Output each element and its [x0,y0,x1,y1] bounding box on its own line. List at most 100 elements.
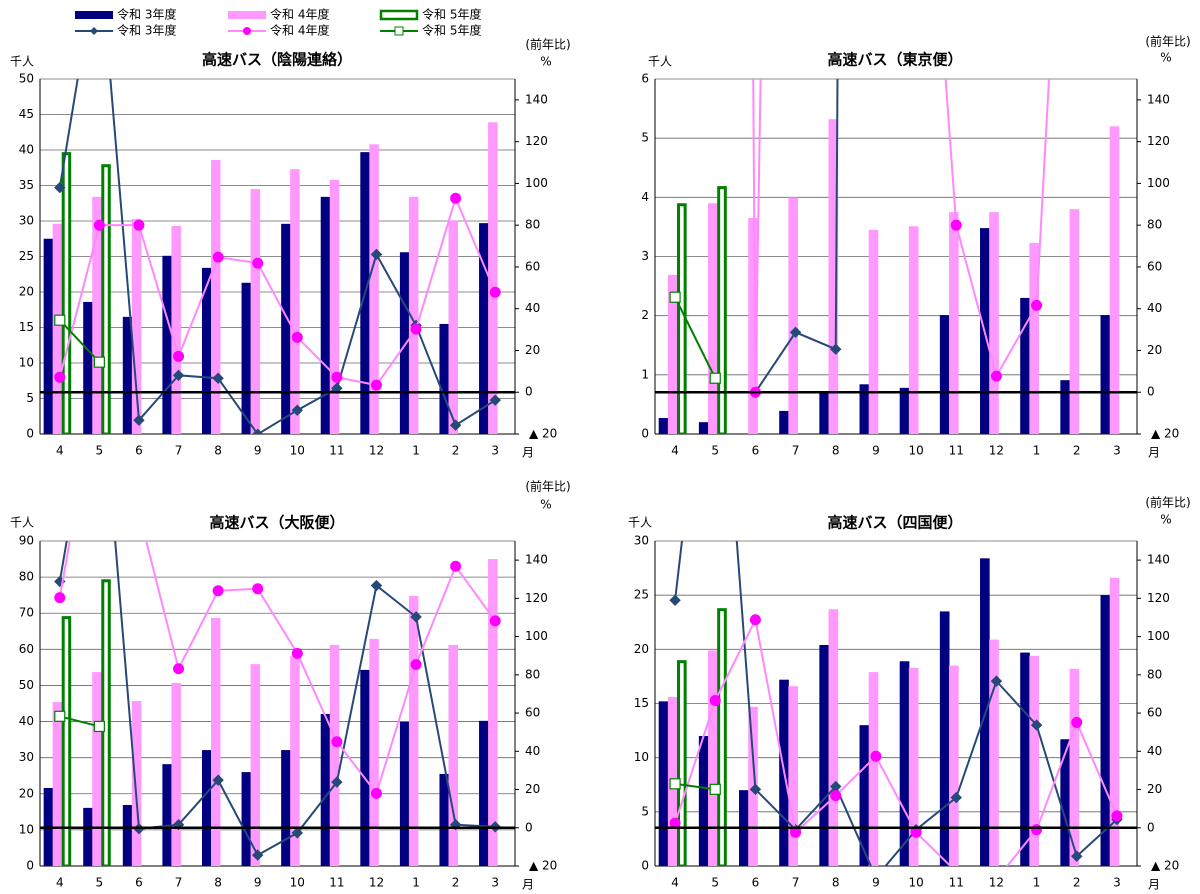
y2-tick-label: 100 [1147,176,1170,190]
x-tick-label: 3 [491,444,499,458]
bar [859,725,870,866]
legend-label: 令和 3年度 [117,23,176,38]
y2-tick-label: 120 [525,591,548,605]
y-axis-label: 千人 [10,516,34,530]
y2-tick-label: 20 [1147,343,1162,357]
bar [479,223,489,434]
legend-marker [90,27,98,35]
x-tick-label: 7 [175,444,183,458]
line-marker [789,326,802,339]
x-tick-label: 2 [1073,876,1081,890]
x-tick-label: 10 [290,876,305,890]
x-tick-label: 6 [752,444,760,458]
line-marker [173,663,185,675]
bar [329,179,340,434]
bar [171,682,181,866]
y2-tick-label: 20 [1147,782,1162,796]
bar [211,617,221,866]
y2-tick-label: 140 [525,92,548,106]
line-marker [291,404,303,416]
x-tick-label: 1 [412,444,420,458]
bar [92,672,102,866]
y-tick-label: 5 [641,804,649,818]
line-marker [830,343,842,355]
line-marker [54,181,66,194]
y2-tick-label: 0 [1147,385,1155,399]
x-tick-label: 8 [214,444,222,458]
x-tick-label: 7 [792,444,800,458]
bar [828,609,839,866]
line-marker [449,419,462,431]
line-marker [252,428,264,434]
x-tick-label: 2 [452,444,460,458]
line-marker [54,710,66,722]
line-marker [212,372,224,384]
x-tick-label: 5 [96,876,104,890]
line-marker [709,783,721,795]
line-marker [990,675,1003,687]
y2-axis-label: (前年比) [1145,34,1190,49]
x-tick-label: 11 [329,876,344,890]
y-tick-label: 40 [19,714,34,728]
plot-area [658,79,1120,434]
bar [83,301,93,434]
y-tick-label: 45 [19,107,34,121]
line-marker [990,370,1002,382]
line-series [59,715,100,728]
y-axis-label: 千人 [648,55,672,69]
bar [290,655,300,866]
line-marker [54,314,66,326]
y-tick-label: 25 [19,249,34,263]
y-tick-label: 80 [19,570,34,584]
y2-tick-label: 120 [1147,591,1170,605]
y-tick-label: 10 [19,822,34,836]
y-tick-label: 0 [641,859,649,873]
bar [1109,126,1120,434]
bar [868,672,879,866]
bar [171,225,181,434]
y2-tick-label: 120 [525,134,548,148]
line-marker [669,778,681,790]
bar [52,223,63,434]
x-tick-label: 12 [369,444,384,458]
line-marker [93,720,105,733]
line-series [58,541,497,796]
bar [949,212,959,434]
x-tick-label: 9 [872,876,880,890]
bar [908,667,919,866]
y2-axis-label: (前年比) [1145,495,1190,510]
bar [399,252,410,434]
bar [989,639,999,866]
legend-label: 令和 5年度 [422,7,481,22]
bar [717,186,727,434]
y2-tick-label: 140 [1147,92,1170,106]
bar [899,387,910,434]
bar [708,650,718,866]
y2-tick-label: 0 [525,385,533,399]
bar [448,220,458,434]
y-tick-label: 30 [634,534,649,548]
y2-axis-unit: % [1160,51,1171,65]
y-tick-label: 70 [19,606,34,620]
bar [250,189,261,434]
x-tick-label: 12 [989,444,1004,458]
line-marker [370,579,383,592]
x-tick-label: 4 [671,444,679,458]
y-tick-label: 35 [19,178,34,192]
bar [989,212,999,434]
line-marker [450,560,462,572]
line-marker [133,219,145,231]
y-tick-label: 60 [19,642,34,656]
chart-title: 高速バス（大阪便） [209,514,344,532]
x-tick-label: 11 [949,444,964,458]
y2-axis-label: (前年比) [525,479,570,494]
bar [1069,209,1080,434]
line-marker [449,818,462,831]
y-tick-label: 15 [19,320,34,334]
line-marker [212,774,224,786]
line-marker [291,331,303,343]
line-marker [252,849,264,861]
